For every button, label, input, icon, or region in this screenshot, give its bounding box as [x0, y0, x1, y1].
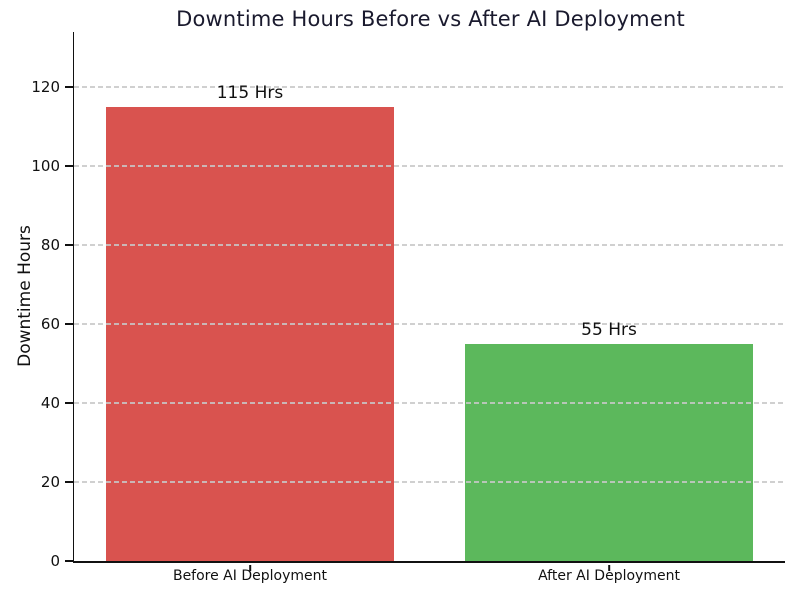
bar-after [465, 343, 753, 561]
y-tick-mark-0 [64, 560, 73, 562]
gridline-120 [74, 86, 785, 89]
y-tick-mark-20 [64, 481, 73, 483]
x-tick-label-0: Before AI Deployment [172, 568, 327, 584]
bar-before [106, 107, 394, 561]
bar-value-label-before: 115 Hrs [216, 83, 284, 104]
chart-title: Downtime Hours Before vs After AI Deploy… [176, 7, 685, 31]
y-tick-label-60: 60 [40, 315, 60, 334]
y-tick-mark-120 [64, 86, 73, 89]
y-tick-label-120: 120 [31, 78, 60, 97]
y-tick-label-40: 40 [40, 394, 60, 413]
y-tick-mark-80 [64, 244, 73, 246]
y-tick-label-80: 80 [40, 236, 60, 255]
bar-value-label-after: 55 Hrs [581, 319, 637, 340]
x-tick-label-1: After AI Deployment [538, 568, 680, 584]
x-tick-mark-1 [608, 565, 610, 571]
x-tick-mark-0 [249, 565, 251, 571]
y-tick-mark-60 [64, 323, 73, 325]
y-tick-mark-100 [64, 165, 73, 168]
y-tick-label-0: 0 [50, 552, 60, 570]
plot-area: 115 Hrs 55 Hrs 0 20 40 60 80 100 120 Before AI … [31, 32, 785, 584]
y-tick-label-20: 20 [40, 473, 60, 492]
y-tick-label-100: 100 [31, 157, 60, 176]
y-tick-mark-40 [64, 402, 73, 404]
